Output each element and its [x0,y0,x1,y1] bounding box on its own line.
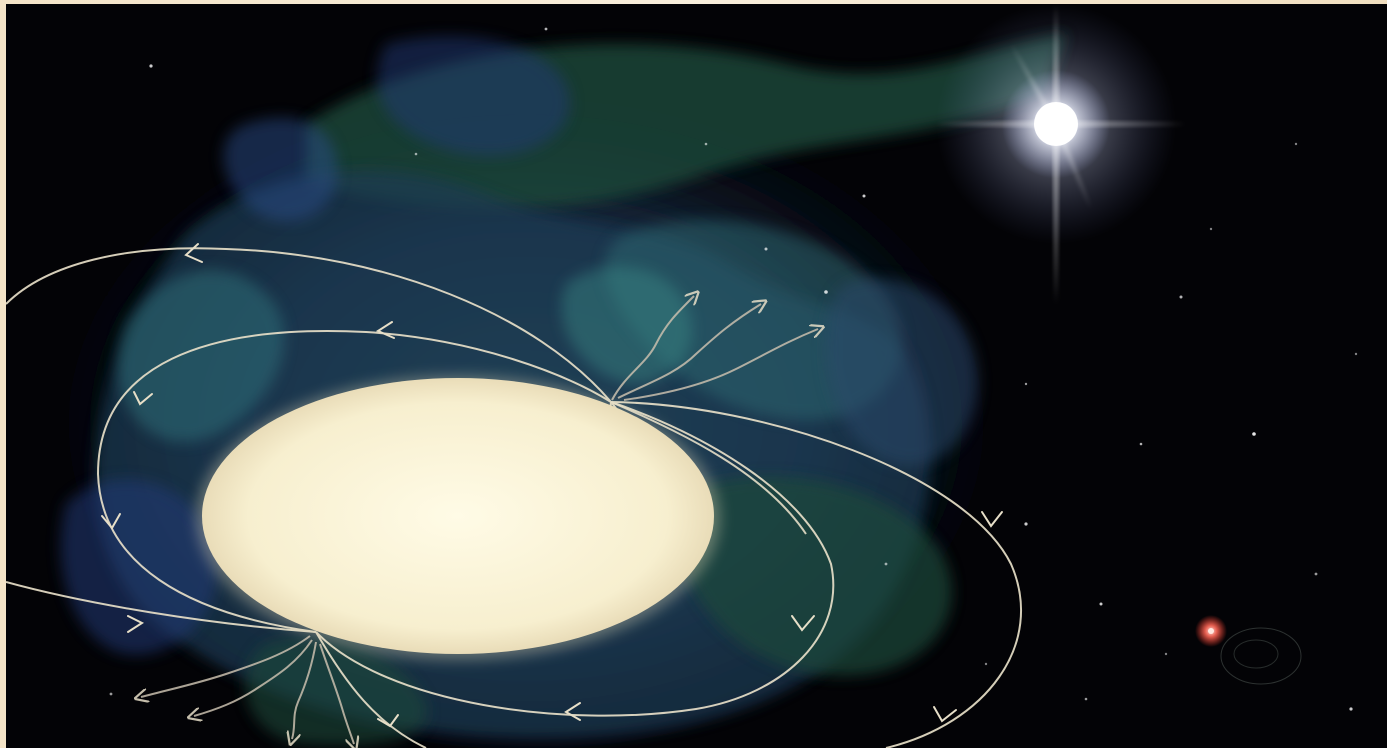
red-star-icon [1195,615,1302,685]
bright-star-icon [936,4,1186,304]
pulsar-illustration-svg [6,4,1387,748]
pulsar-core-icon [196,376,720,660]
magnetic-field-lines-icon [6,247,1022,748]
star-field [109,27,1358,711]
pulsar-illustration [6,4,1387,748]
front-field-lines [610,401,807,535]
emission-rays-icon [141,296,818,744]
field-direction-arrows [101,243,1003,728]
